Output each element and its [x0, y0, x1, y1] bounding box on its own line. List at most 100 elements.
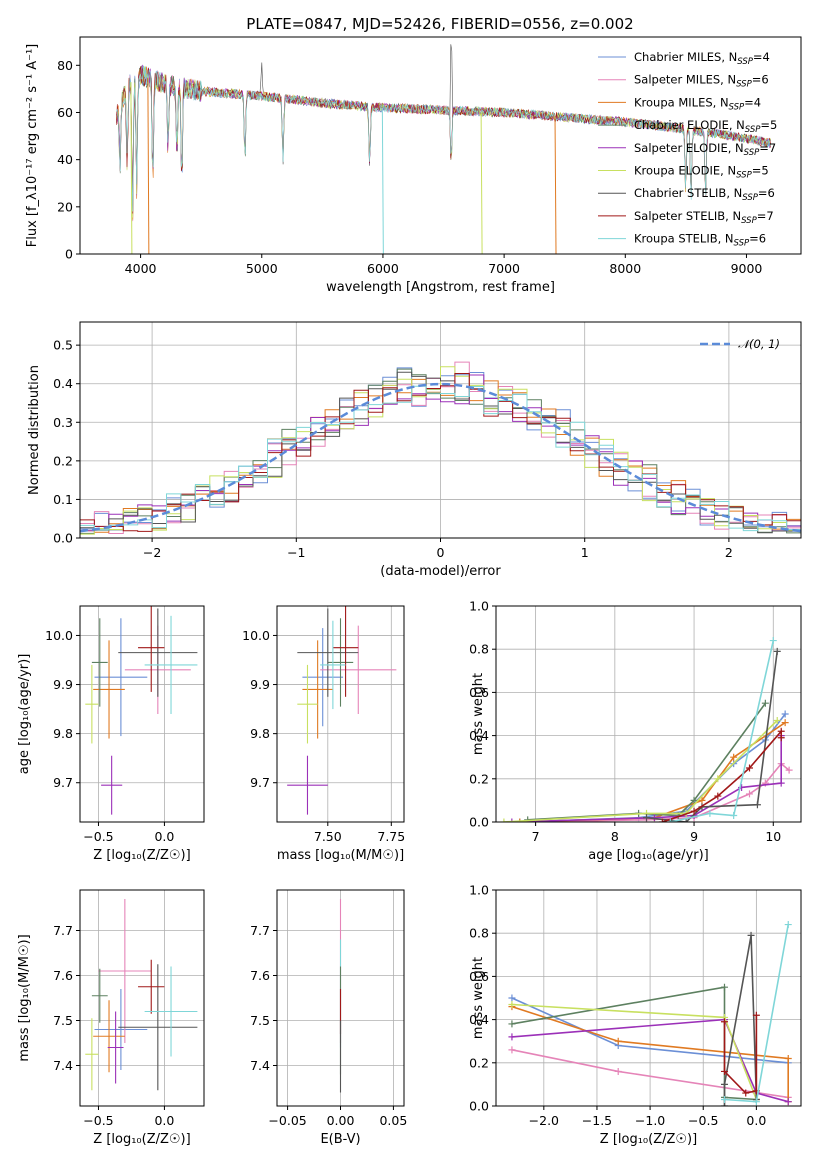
mass-weight-marker	[508, 1020, 516, 1028]
mass-weight-marker	[784, 921, 792, 929]
age_vs_mass-frame	[276, 605, 405, 823]
weight_vs_z-ytick-label: 0.2	[469, 1055, 489, 1070]
spectrum-series-line	[116, 66, 771, 201]
residuals-xtick-label: −1	[287, 545, 305, 560]
weight_vs_age-ytick-label: 1.0	[469, 599, 489, 614]
mass_vs_ebv-xtick-label: −0.05	[268, 1113, 306, 1128]
mass-weight-marker	[784, 1054, 792, 1062]
legend-entry: Kroupa STELIB, NSSP=6	[634, 232, 766, 249]
spectrum-xtick-label: 4000	[125, 261, 157, 276]
error-bar-point	[98, 899, 152, 1043]
mass-weight-marker	[781, 719, 789, 727]
mass-weight-series	[666, 637, 777, 822]
weight_vs_z-xtick-label: −1.0	[635, 1113, 665, 1128]
weight_vs_z-ytick-label: 0.6	[469, 969, 489, 984]
error-bar-point	[85, 664, 99, 744]
spectrum-masked-drop	[147, 77, 150, 254]
residuals-plot	[80, 361, 801, 535]
age_vs_z-ytick-label: 9.7	[53, 775, 73, 790]
weight_vs_z-xtick-label: 0.0	[746, 1113, 766, 1128]
weight_vs_age-xlabel: age [log₁₀(age/yr)]	[588, 848, 709, 863]
error-bar-point	[93, 640, 125, 739]
error-bar-point	[138, 959, 165, 1014]
mass-weight-marker	[785, 766, 793, 774]
error-bar-point	[320, 625, 397, 714]
mass_vs_z-axes: −0.5 0.0 7.4 7.5 7.6 7.7 Z [log₁₀(Z/Z☉)] mass […	[17, 890, 204, 1147]
mass-weight-series	[500, 716, 781, 822]
mass-weight-marker	[761, 699, 769, 707]
weight_vs_age-xtick-label: 9	[690, 829, 698, 844]
mass-weight-marker	[746, 764, 754, 772]
residuals-legend: 𝒩(0, 1)	[700, 337, 780, 351]
mass-weight-marker	[508, 1000, 516, 1008]
error-bar-point	[320, 620, 346, 710]
weight_vs_z-frame	[495, 889, 802, 1107]
mass-weight-marker	[720, 1080, 728, 1088]
weight_vs_z-ytick-label: 0.4	[469, 1012, 489, 1027]
spectrum-ytick-label: 0	[65, 247, 73, 262]
error-bar-point	[94, 618, 148, 737]
mass-weight-marker	[720, 1067, 728, 1075]
mass-weight-marker	[658, 818, 666, 822]
mass-weight-marker	[720, 1102, 728, 1106]
weight_vs_age-ytick-label: 0.8	[469, 642, 489, 657]
error-bar-point	[144, 615, 198, 714]
mass-weight-marker	[784, 1098, 792, 1106]
legend-entry: Salpeter STELIB, NSSP=7	[634, 209, 774, 226]
mass_vs_z-ytick-label: 7.6	[53, 968, 73, 983]
mass_vs_ebv-ytick-label: 7.7	[250, 923, 270, 938]
error-bar-point	[93, 1000, 125, 1073]
mass-weight-marker	[777, 734, 785, 742]
error-bar-point	[144, 966, 198, 1057]
mass-weight-marker	[614, 1037, 622, 1045]
residuals-ytick-label: 0.2	[53, 453, 73, 468]
age_vs_mass-xtick-label: 7.50	[314, 829, 342, 844]
mass-weight-marker	[730, 753, 738, 761]
age_vs_z-xtick-label: 0.0	[154, 829, 174, 844]
weight_vs_age-ytick-label: 0.0	[469, 815, 489, 830]
mass-weight-marker	[698, 796, 706, 804]
mass-weight-marker	[508, 1033, 516, 1041]
weight_vs_z-xlabel: Z [log₁₀(Z/Z☉)]	[600, 1132, 697, 1147]
age_vs_mass-ytick-label: 10.0	[242, 628, 270, 643]
residuals-frame	[79, 321, 802, 539]
mass-weight-marker	[769, 637, 777, 645]
mass-weight-marker	[747, 931, 755, 939]
residuals-ytick-label: 0.4	[53, 376, 73, 391]
spectrum-legend: Chabrier MILES, NSSP=4 Salpeter MILES, NS…	[598, 50, 777, 249]
spectrum-axes: 4000 5000 6000 7000 8000 9000 0 20 40 60 80 wavelen…	[25, 44, 762, 295]
mass-weight-marker	[752, 1098, 760, 1106]
age_vs_mass-ytick-label: 9.7	[250, 775, 270, 790]
error-bar-point	[85, 1018, 99, 1091]
age_vs_mass-xlabel: mass [log₁₀(M/M☉)]	[277, 848, 404, 863]
mass_vs_z-ylabel: mass [log₁₀(M/M☉)]	[17, 934, 32, 1061]
mass_vs_ebv-frame	[276, 889, 405, 1107]
mass_vs_ebv-ytick-label: 7.4	[250, 1058, 270, 1073]
spectrum-plot	[116, 44, 771, 254]
legend-entry: Salpeter ELODIE, NSSP=7	[634, 141, 776, 158]
mass_vs_ebv-xtick-label: 0.00	[327, 1113, 355, 1128]
legend-entry: Chabrier STELIB, NSSP=6	[634, 186, 775, 203]
spectrum-masked-drop	[381, 107, 384, 254]
mass-weight-marker	[706, 809, 714, 817]
weight_vs_z-plot	[508, 921, 792, 1106]
age_vs_z-ytick-label: 9.8	[53, 726, 73, 741]
weight_vs_age-xtick-label: 8	[611, 829, 619, 844]
weight_vs_age-xtick-label: 7	[532, 829, 540, 844]
error-bar-point	[297, 664, 318, 744]
legend-entry: Kroupa MILES, NSSP=4	[634, 95, 761, 112]
weight_vs_age-xtick-label: 10	[765, 829, 781, 844]
age_vs_z-xtick-label: −0.5	[83, 829, 113, 844]
residuals-ytick-label: 0.0	[53, 531, 73, 546]
weight_vs_z-ytick-label: 1.0	[469, 883, 489, 898]
weight_vs_age-ytick-label: 0.6	[469, 685, 489, 700]
mass_vs_ebv-xlabel: E(B-V)	[320, 1132, 360, 1147]
mass-weight-marker	[714, 775, 722, 783]
spectrum-xtick-label: 6000	[367, 261, 399, 276]
residuals-xtick-label: 1	[581, 545, 589, 560]
error-bar-point	[302, 628, 344, 727]
error-bar-point	[287, 755, 328, 815]
error-bar-point	[332, 606, 359, 697]
residuals-ytick-label: 0.1	[53, 492, 73, 507]
error-bar-point	[94, 989, 148, 1070]
